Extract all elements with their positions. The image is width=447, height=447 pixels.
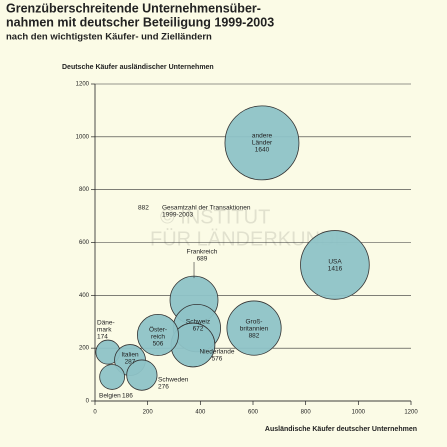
x-tick-label: 200 bbox=[143, 410, 154, 416]
bubble bbox=[126, 359, 158, 391]
bubble-label: Italien bbox=[121, 352, 139, 359]
bubble-label: Belgien bbox=[99, 393, 121, 400]
bubble-value: 506 bbox=[153, 341, 164, 348]
bubble-value: 186 bbox=[122, 393, 133, 400]
x-tick-label: 600 bbox=[248, 410, 259, 416]
y-tick-label: 0 bbox=[86, 399, 90, 405]
y-tick-label: 400 bbox=[79, 293, 90, 299]
x-tick-label: 0 bbox=[93, 410, 97, 416]
bubble-label: Niederlande bbox=[199, 349, 234, 356]
y-axis-label: Deutsche Käufer ausländischer Unternehme… bbox=[62, 64, 214, 71]
size-legend-label: Gesamtzahl der Transaktionen bbox=[162, 205, 251, 212]
bubble-value: 689 bbox=[197, 256, 208, 263]
bubble-label: Frankreich bbox=[187, 249, 218, 256]
y-tick-label: 1200 bbox=[76, 82, 90, 88]
bubble-label: mark bbox=[97, 327, 112, 334]
watermark: FÜR LÄNDERKUNDE bbox=[150, 228, 348, 250]
y-tick-label: 1000 bbox=[76, 134, 90, 140]
bubble-label: Länder bbox=[252, 140, 273, 147]
bubble-label: andere bbox=[252, 133, 273, 140]
bubble bbox=[226, 300, 282, 356]
x-tick-label: 1200 bbox=[404, 410, 418, 416]
x-tick-label: 800 bbox=[301, 410, 312, 416]
bubble-label: Däne- bbox=[97, 320, 115, 327]
watermark: © INSTITUT bbox=[160, 206, 270, 228]
size-legend-value: 882 bbox=[138, 205, 149, 212]
chart-subtitle: nach den wichtigsten Käufer- und Ziellän… bbox=[6, 32, 212, 43]
bubble-value: 1416 bbox=[328, 266, 343, 273]
bubble-value: 287 bbox=[125, 359, 136, 366]
bubble bbox=[136, 314, 179, 356]
bubble-label: reich bbox=[151, 334, 165, 341]
bubble-value: 1640 bbox=[255, 147, 270, 154]
size-legend-label: 1999-2003 bbox=[162, 212, 193, 219]
x-tick-label: 400 bbox=[195, 410, 206, 416]
chart-title: Grenzüberschreitende Unternehmensüber- bbox=[6, 1, 261, 15]
bubble-label: Groß- bbox=[246, 319, 263, 326]
bubble-value: 276 bbox=[158, 384, 169, 391]
bubble-label: USA bbox=[328, 259, 342, 266]
y-tick-label: 600 bbox=[79, 240, 90, 246]
bubble-label: britannien bbox=[240, 326, 269, 333]
x-axis-label: Ausländische Käufer deutscher Unternehme… bbox=[265, 426, 417, 433]
x-tick-label: 1000 bbox=[352, 410, 366, 416]
bubble-label: Schweden bbox=[158, 377, 189, 384]
bubble-value: 174 bbox=[97, 334, 108, 341]
bubble-label: Schweiz bbox=[186, 319, 210, 326]
bubble-value: 672 bbox=[193, 326, 204, 333]
bubble bbox=[224, 105, 300, 181]
bubble-value: 576 bbox=[212, 356, 223, 363]
bubble bbox=[300, 230, 370, 300]
chart-title: nahmen mit deutscher Beteiligung 1999-20… bbox=[6, 15, 274, 29]
bubble-value: 882 bbox=[249, 333, 260, 340]
bubble-label: Öster- bbox=[149, 326, 167, 334]
bubble bbox=[99, 364, 125, 390]
y-tick-label: 800 bbox=[79, 187, 90, 193]
y-tick-label: 200 bbox=[79, 346, 90, 352]
